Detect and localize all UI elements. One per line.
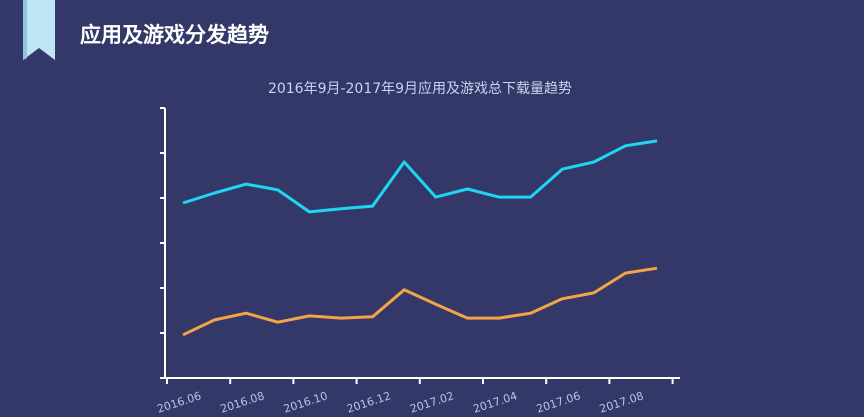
slide-title: 应用及游戏分发趋势 — [80, 23, 269, 47]
chart-title: 2016年9月-2017年9月应用及游戏总下载量趋势 — [268, 80, 572, 97]
line-series — [182, 266, 658, 337]
ribbon-shade — [23, 0, 27, 60]
ribbon-icon — [23, 0, 55, 60]
line-series — [182, 139, 658, 214]
